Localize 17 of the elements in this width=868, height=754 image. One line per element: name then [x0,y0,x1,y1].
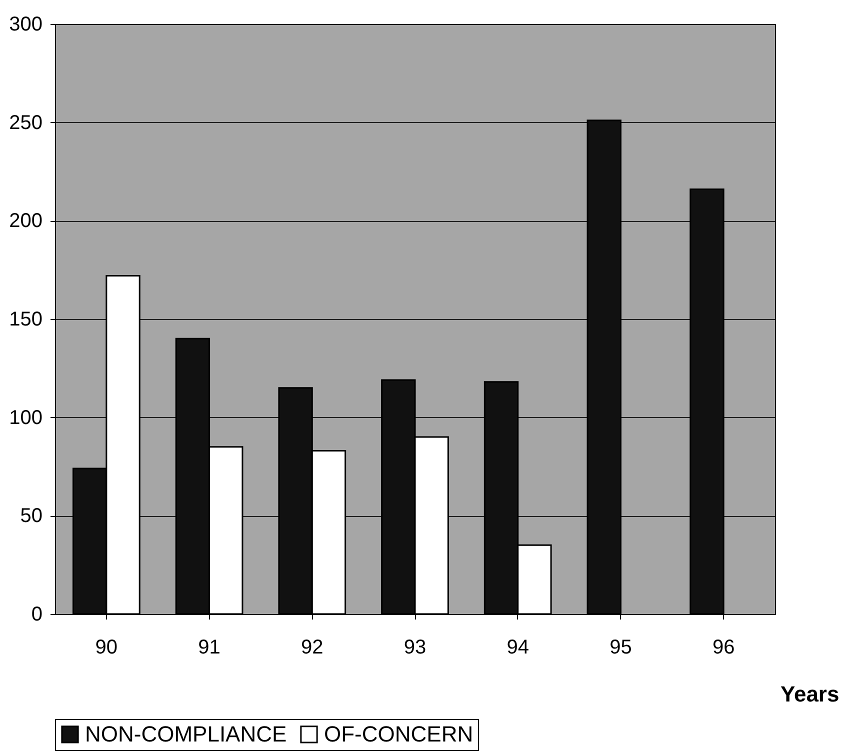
y-tick-label: 50 [20,505,42,528]
x-tick-label: 93 [404,636,426,658]
legend-label: OF-CONCERN [324,721,474,746]
x-tick-label: 95 [610,636,632,658]
x-tick-label: 91 [198,636,220,658]
x-tick-label: 96 [712,636,735,658]
y-tick-label: 150 [9,308,42,330]
legend-label: NON-COMPLIANCE [85,721,287,746]
y-tick-label: 200 [9,210,42,232]
y-tick-label: 300 [9,14,42,36]
x-tick-label: 94 [506,636,529,658]
x-tick-label: 92 [301,636,324,658]
y-tick-label: 250 [9,112,42,134]
x-axis-title: Years [780,682,840,706]
y-tick-label: 0 [31,604,42,626]
y-tick-label: 100 [9,406,42,429]
x-tick-label: 90 [95,636,118,658]
